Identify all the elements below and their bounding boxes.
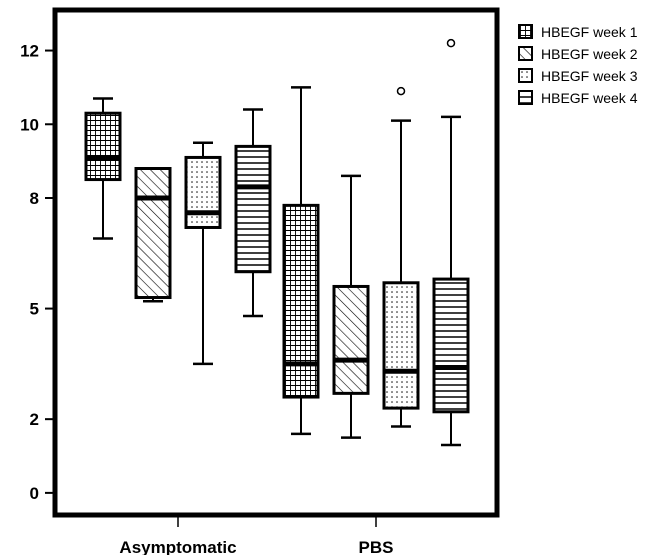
legend-swatch bbox=[518, 46, 533, 61]
box-iqr bbox=[382, 281, 420, 410]
legend-swatch bbox=[518, 24, 533, 39]
legend-label: HBEGF week 1 bbox=[541, 24, 638, 40]
box-iqr bbox=[84, 111, 122, 182]
y-tick-label: 5 bbox=[30, 300, 39, 319]
legend: HBEGF week 1 HBEGF week 2 HBEGF week 3 HBEG… bbox=[518, 24, 638, 106]
legend-swatch bbox=[518, 68, 533, 83]
legend-swatch bbox=[518, 90, 533, 105]
outlier-point bbox=[446, 38, 456, 48]
box-4-pbs bbox=[432, 38, 470, 447]
box-3-pbs bbox=[382, 86, 420, 428]
box-3-asymptomatic bbox=[184, 141, 222, 366]
x-tick-label: PBS bbox=[359, 538, 394, 555]
box-4-asymptomatic bbox=[234, 108, 272, 318]
axes-layer: 0 2 5 8 10 12 Asymptomatic PBS bbox=[20, 7, 500, 557]
box-1-asymptomatic bbox=[84, 97, 122, 240]
y-tick-label: 10 bbox=[20, 115, 39, 134]
box-iqr bbox=[432, 277, 470, 414]
box-iqr bbox=[282, 203, 320, 399]
legend-item-4: HBEGF week 4 bbox=[518, 90, 638, 106]
y-tick-label: 12 bbox=[20, 42, 39, 61]
legend-label: HBEGF week 2 bbox=[541, 46, 638, 62]
x-tick-label: Asymptomatic bbox=[119, 538, 236, 555]
legend-label: HBEGF week 4 bbox=[541, 90, 638, 106]
box-iqr bbox=[134, 167, 172, 300]
legend-item-2: HBEGF week 2 bbox=[518, 46, 638, 62]
box-2-asymptomatic bbox=[134, 167, 172, 303]
boxes-layer bbox=[84, 38, 470, 447]
legend-item-1: HBEGF week 1 bbox=[518, 24, 638, 40]
box-iqr bbox=[332, 284, 370, 395]
box-iqr bbox=[234, 144, 272, 274]
y-tick-label: 2 bbox=[30, 410, 39, 429]
legend-label: HBEGF week 3 bbox=[541, 68, 638, 84]
box-2-pbs bbox=[332, 174, 370, 439]
box-iqr bbox=[184, 155, 222, 229]
y-tick-label: 0 bbox=[30, 484, 39, 503]
y-tick-label: 8 bbox=[30, 189, 39, 208]
box-1-pbs bbox=[282, 86, 320, 436]
plot-frame bbox=[52, 7, 500, 518]
legend-item-3: HBEGF week 3 bbox=[518, 68, 638, 84]
outlier-point bbox=[396, 86, 406, 96]
